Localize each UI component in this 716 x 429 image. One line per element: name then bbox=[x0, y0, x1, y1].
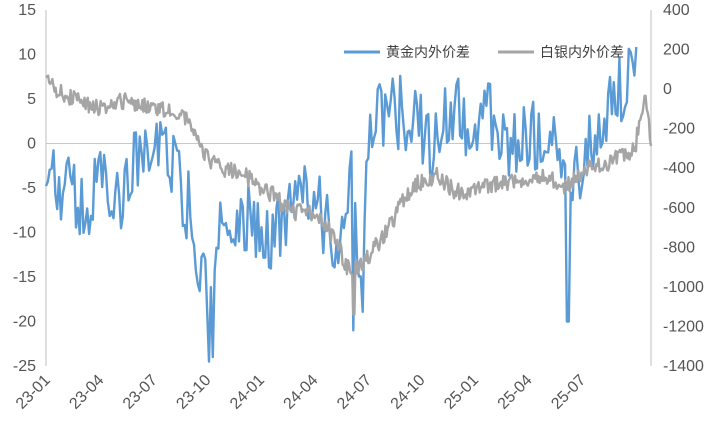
x-tick-label: 23-07 bbox=[120, 372, 161, 413]
x-tick-label: 24-07 bbox=[334, 372, 375, 413]
legend: 黄金内外价差 白银内外价差 bbox=[344, 44, 624, 61]
x-tick-label: 25-07 bbox=[548, 372, 589, 413]
right-y-tick-label: -800 bbox=[663, 239, 695, 256]
legend-label-gold: 黄金内外价差 bbox=[386, 44, 470, 61]
legend-label-silver: 白银内外价差 bbox=[540, 45, 624, 61]
x-tick-label: 24-10 bbox=[388, 372, 429, 413]
silver-spread-series-line bbox=[45, 74, 653, 316]
gold-spread-series-line bbox=[44, 46, 638, 363]
left-y-tick-label: 10 bbox=[18, 47, 36, 64]
left-y-tick-label: -25 bbox=[13, 358, 36, 375]
left-y-tick-label: -15 bbox=[13, 269, 36, 286]
x-tick-label: 24-04 bbox=[281, 372, 322, 413]
x-tick-label: 23-10 bbox=[173, 372, 214, 413]
left-y-tick-label: 0 bbox=[27, 136, 36, 153]
right-y-tick-label: -1000 bbox=[663, 279, 704, 296]
left-y-tick-label: 5 bbox=[27, 91, 36, 108]
series-layer bbox=[44, 46, 653, 363]
right-y-tick-label: 400 bbox=[663, 2, 690, 19]
right-y-tick-label: -1400 bbox=[663, 358, 704, 375]
left-y-tick-label: -5 bbox=[22, 180, 36, 197]
x-tick-label: 23-04 bbox=[66, 372, 107, 413]
right-y-tick-label: -400 bbox=[663, 160, 695, 177]
chart-axes: 15 10 5 0 -5 -10 -15 -20 -25 400 200 0 -200 -400 -600 -… bbox=[13, 2, 704, 413]
left-y-tick-label: -10 bbox=[13, 225, 36, 242]
right-y-tick-label: -1200 bbox=[663, 318, 704, 335]
x-tick-label: 24-01 bbox=[227, 372, 268, 413]
right-y-tick-label: 0 bbox=[663, 81, 672, 98]
right-y-tick-label: 200 bbox=[663, 42, 690, 59]
right-y-tick-label: -600 bbox=[663, 200, 695, 217]
left-y-tick-label: 15 bbox=[18, 2, 36, 19]
x-tick-label: 23-01 bbox=[13, 372, 54, 413]
left-y-tick-label: -20 bbox=[13, 314, 36, 331]
x-tick-label: 25-01 bbox=[441, 372, 482, 413]
right-y-tick-label: -200 bbox=[663, 121, 695, 138]
x-tick-label: 25-04 bbox=[495, 372, 536, 413]
